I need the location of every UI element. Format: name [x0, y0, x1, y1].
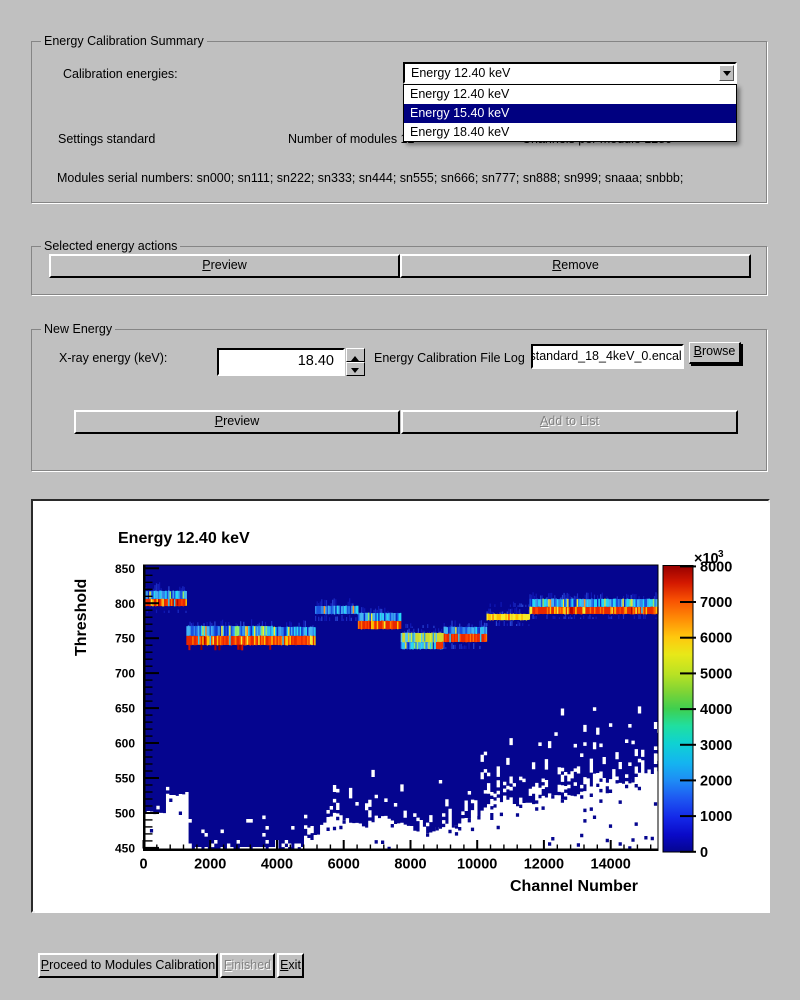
- svg-text:14000: 14000: [591, 857, 631, 873]
- svg-text:700: 700: [115, 667, 135, 681]
- svg-text:2000: 2000: [700, 773, 732, 789]
- svg-text:850: 850: [115, 562, 135, 576]
- svg-text:4000: 4000: [261, 857, 293, 873]
- svg-text:6000: 6000: [700, 631, 732, 647]
- svg-text:0: 0: [139, 857, 147, 873]
- svg-text:2000: 2000: [194, 857, 226, 873]
- svg-text:5000: 5000: [700, 666, 732, 682]
- svg-text:650: 650: [115, 702, 135, 716]
- svg-text:Energy 12.40 keV: Energy 12.40 keV: [118, 530, 250, 547]
- svg-text:1000: 1000: [700, 809, 732, 825]
- svg-text:0: 0: [700, 845, 708, 861]
- svg-text:600: 600: [115, 737, 135, 751]
- svg-text:×10: ×10: [694, 551, 719, 567]
- svg-text:500: 500: [115, 807, 135, 821]
- svg-text:750: 750: [115, 632, 135, 646]
- svg-text:550: 550: [115, 772, 135, 786]
- svg-text:8000: 8000: [700, 559, 732, 575]
- svg-text:6000: 6000: [328, 857, 360, 873]
- svg-text:800: 800: [115, 597, 135, 611]
- svg-text:Threshold: Threshold: [73, 579, 90, 656]
- svg-text:450: 450: [115, 841, 135, 855]
- svg-text:Channel Number: Channel Number: [510, 878, 638, 895]
- svg-text:4000: 4000: [700, 702, 732, 718]
- svg-text:10000: 10000: [457, 857, 497, 873]
- svg-text:12000: 12000: [524, 857, 564, 873]
- svg-text:7000: 7000: [700, 595, 732, 611]
- svg-text:8000: 8000: [394, 857, 426, 873]
- svg-text:3: 3: [718, 549, 724, 560]
- svg-text:3000: 3000: [700, 738, 732, 754]
